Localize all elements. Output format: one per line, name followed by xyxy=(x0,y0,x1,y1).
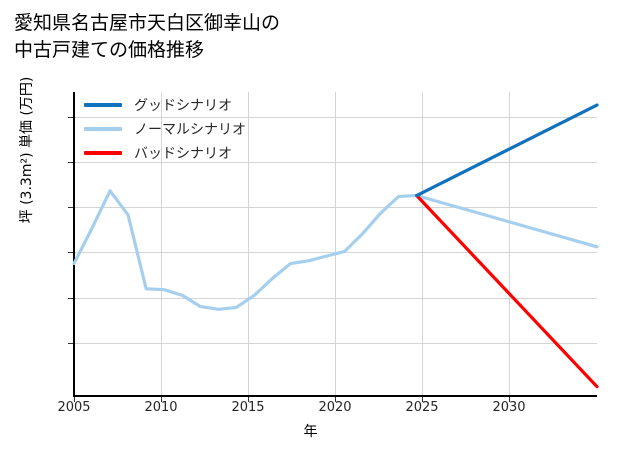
x-tick-label-2005: 2005 xyxy=(57,400,91,415)
x-tick-mark-2010 xyxy=(161,397,162,402)
y-tick-mark-150 xyxy=(68,252,73,253)
gridline-x-2030 xyxy=(509,92,510,396)
y-axis-label-wrapper: 坪 (3.3m²) 単価 (万円) xyxy=(16,10,38,290)
legend-item-good: グッドシナリオ xyxy=(84,93,294,117)
y-tick-mark-155 xyxy=(68,207,73,208)
y-axis-label: 坪 (3.3m²) 単価 (万円) xyxy=(19,76,35,224)
legend-label-bad: バッドシナリオ xyxy=(134,146,232,162)
y-tick-mark-140 xyxy=(68,343,73,344)
legend-swatch-normal xyxy=(84,127,122,131)
x-tick-mark-2005 xyxy=(74,397,75,402)
x-tick-mark-2015 xyxy=(248,397,249,402)
chart-legend: グッドシナリオ ノーマルシナリオ バッドシナリオ xyxy=(84,93,294,165)
x-tick-mark-2030 xyxy=(509,397,510,402)
x-tick-label-2020: 2020 xyxy=(318,400,352,415)
x-tick-mark-2025 xyxy=(422,397,423,402)
y-tick-mark-165 xyxy=(68,117,73,118)
y-tick-mark-160 xyxy=(68,162,73,163)
legend-item-bad: バッドシナリオ xyxy=(84,141,294,165)
x-axis-label: 年 xyxy=(303,424,318,440)
legend-label-good: グッドシナリオ xyxy=(134,98,232,114)
x-axis-line xyxy=(73,395,597,397)
legend-label-normal: ノーマルシナリオ xyxy=(134,122,246,138)
y-tick-mark-145 xyxy=(68,298,73,299)
x-tick-mark-2020 xyxy=(335,397,336,402)
legend-swatch-bad xyxy=(84,151,122,155)
x-tick-label-2025: 2025 xyxy=(405,400,439,415)
legend-item-normal: ノーマルシナリオ xyxy=(84,117,294,141)
x-tick-label-2015: 2015 xyxy=(231,400,265,415)
x-tick-label-2010: 2010 xyxy=(144,400,178,415)
legend-swatch-good xyxy=(84,103,122,107)
gridline-x-2020 xyxy=(335,92,336,396)
gridline-x-2025 xyxy=(422,92,423,396)
y-axis-line xyxy=(73,92,75,397)
page-title: 愛知県名古屋市天白区御幸山の 中古戸建ての価格推移 xyxy=(14,12,281,61)
x-tick-label-2030: 2030 xyxy=(492,400,526,415)
